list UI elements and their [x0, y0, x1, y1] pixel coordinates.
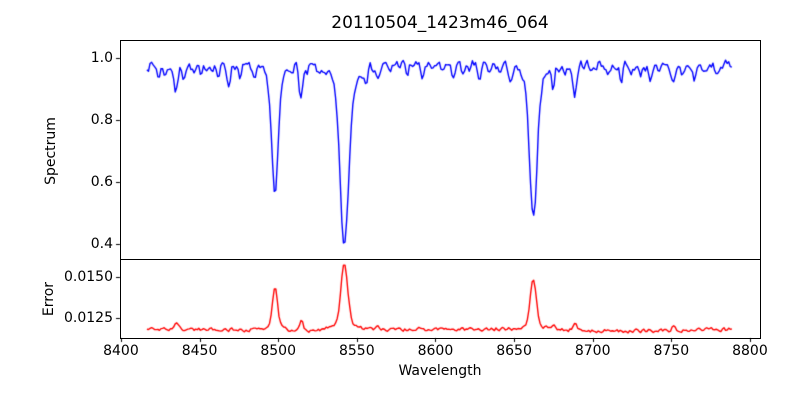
error-y-tick-label: 0.0150: [64, 268, 113, 285]
x-tick-label: 8700: [574, 343, 611, 359]
spectrum-panel: [120, 40, 761, 260]
spectrum-y-tick-label: 0.6: [90, 173, 113, 190]
x-axis-label: Wavelength: [398, 363, 482, 379]
x-tick-label: 8650: [496, 343, 532, 359]
x-tick-label: 8800: [732, 343, 768, 359]
spectrum-y-axis-label: Spectrum: [43, 117, 59, 185]
x-tick-label: 8400: [103, 343, 139, 359]
error-panel: [120, 259, 761, 339]
x-tick-label: 8450: [181, 343, 218, 359]
spectrum-y-tick-label: 1.0: [90, 49, 113, 66]
x-tick-label: 8750: [653, 343, 690, 359]
x-tick-label: 8550: [338, 343, 375, 359]
spectrum-y-tick-label: 0.8: [90, 111, 113, 128]
plot-title: 20110504_1423m46_064: [331, 13, 549, 33]
error-y-tick-label: 0.0125: [64, 309, 113, 326]
x-tick-label: 8600: [417, 343, 454, 359]
spectrum-y-tick-label: 0.4: [90, 236, 113, 253]
x-tick-label: 8500: [260, 343, 296, 359]
